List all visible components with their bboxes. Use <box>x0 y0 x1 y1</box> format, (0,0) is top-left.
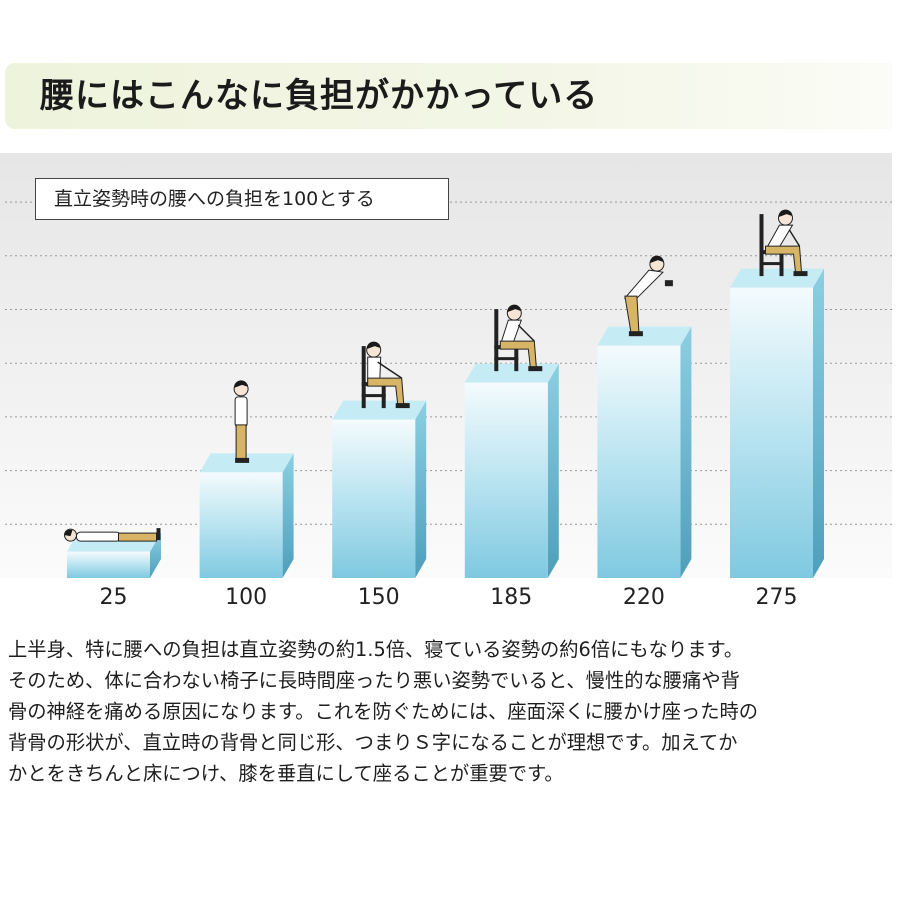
sitting-upright-figure <box>361 341 410 409</box>
bar-275 <box>730 209 824 578</box>
standing-bent-figure <box>623 255 673 337</box>
bar-top <box>597 326 692 346</box>
chart-note: 直立姿勢時の腰への負担を100とする <box>35 178 449 220</box>
bar-150 <box>332 341 427 578</box>
category-label: 100 <box>225 585 268 610</box>
bar-front <box>597 345 681 578</box>
bar-185 <box>464 304 559 578</box>
description-line: かとをきちんと床につけ、膝を垂直にして座ることが重要です。 <box>8 762 564 785</box>
description-line: 上半身、特に腰への負担は直立姿勢の約1.5倍、寝ている姿勢の約6倍にもなります。 <box>8 638 744 661</box>
page-title: 腰にはこんなに負担がかかっている <box>40 76 599 116</box>
lying-figure <box>64 528 161 542</box>
description-line: そのため、体に合わない椅子に長時間座ったり悪い姿勢でいると、慢性的な腰痛や背 <box>8 669 740 692</box>
bar-chart <box>0 153 892 578</box>
chart-area <box>0 153 892 583</box>
bar-side <box>813 268 824 578</box>
bar-top <box>730 268 824 288</box>
bar-front <box>332 419 416 578</box>
description-line: 背骨の形状が、直立時の背骨と同じ形、つまりＳ字になることが理想です。加えてか <box>8 731 738 754</box>
bar-side <box>150 532 161 578</box>
category-label: 25 <box>99 585 128 610</box>
category-label: 150 <box>357 585 400 610</box>
bar-side <box>680 326 692 578</box>
bar-top <box>332 400 427 420</box>
category-label: 220 <box>622 585 665 610</box>
bar-side <box>547 363 559 578</box>
bar-220 <box>597 255 692 578</box>
bar-side <box>282 453 294 578</box>
bar-front <box>67 551 150 578</box>
description-line: 骨の神経を痛める原因になります。これを防ぐためには、座面深くに腰かけ座った時の <box>8 700 759 723</box>
bar-front <box>464 382 548 578</box>
category-label: 275 <box>755 585 798 610</box>
sitting-forward-figure <box>759 209 808 277</box>
bar-side <box>415 400 427 578</box>
standing-figure <box>233 380 250 463</box>
bar-100 <box>199 380 294 578</box>
category-label: 185 <box>490 585 533 610</box>
title-band <box>5 63 892 129</box>
sitting-leaning-figure <box>494 304 543 372</box>
bar-25 <box>64 528 161 578</box>
bar-front <box>730 287 813 578</box>
description-text: 上半身、特に腰への負担は直立姿勢の約1.5倍、寝ている姿勢の約6倍にもなります。… <box>8 634 896 789</box>
bar-front <box>199 472 283 578</box>
bar-top <box>464 363 559 383</box>
